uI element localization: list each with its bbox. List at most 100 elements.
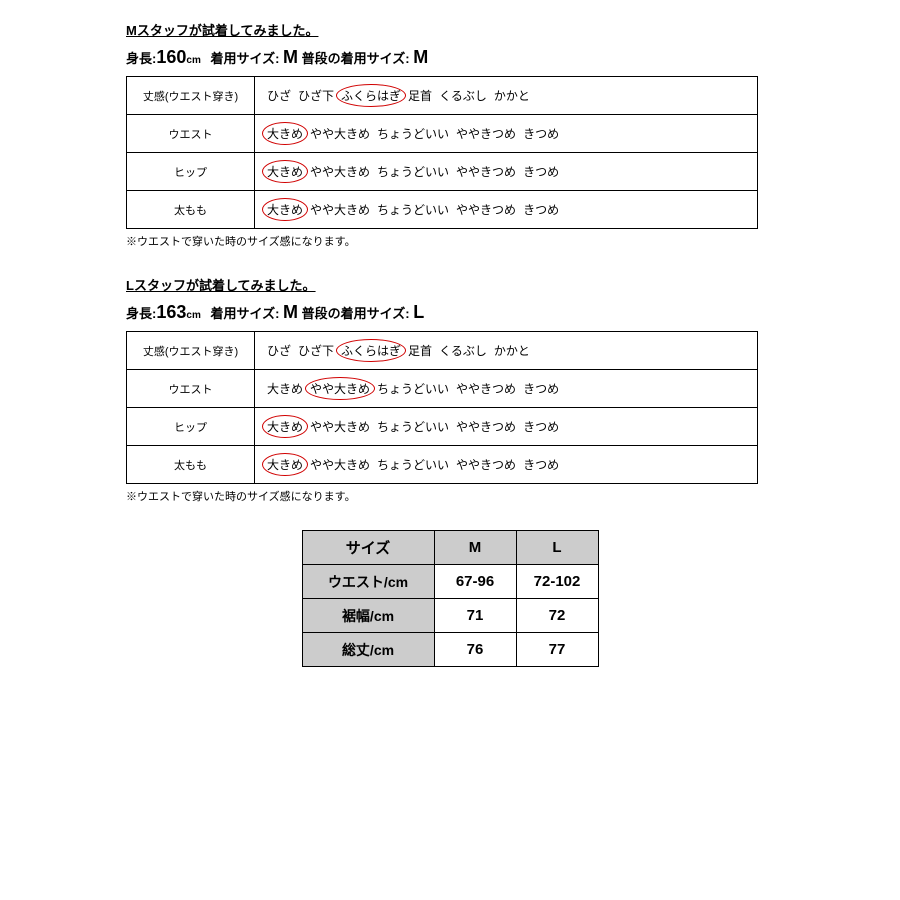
fit-option: 大きめ [267,125,303,142]
spec-line: 身長:160cm 着用サイズ: M 普段の着用サイズ: M [126,47,810,68]
size-row: ウエスト/cm67-9672-102 [302,565,598,599]
fit-option: かかと [494,87,530,104]
fit-option: 大きめ [267,456,303,473]
fit-option: やや大きめ [310,418,370,435]
size-header-cell: サイズ [302,531,434,565]
size-cell: 71 [434,599,516,633]
size-chart: サイズMLウエスト/cm67-9672-102裾幅/cm7172総丈/cm767… [302,530,599,667]
fit-option: きつめ [523,125,559,142]
worn-value: M [283,302,298,322]
size-cell: 77 [516,633,598,667]
fit-row: 丈感(ウエスト穿き)ひざひざ下ふくらはぎ足首くるぶしかかと [127,332,758,370]
height-label: 身長: [126,306,156,321]
fit-option: ちょうどいい [377,456,449,473]
fit-row: ヒップ大きめやや大きめちょうどいいややきつめきつめ [127,408,758,446]
usual-label: 普段の着用サイズ: [302,51,410,66]
fit-option: やや大きめ [310,125,370,142]
fit-option: やや大きめ [310,380,370,397]
usual-value: M [413,47,428,67]
fit-row-label: 丈感(ウエスト穿き) [127,332,255,370]
fit-option: 足首 [408,342,432,359]
fit-row-label: 太もも [127,446,255,484]
fit-option: ややきつめ [456,201,516,218]
fit-option: ひざ下 [298,342,334,359]
fit-option: ちょうどいい [377,380,449,397]
section-title: Lスタッフが試着してみました。 [126,275,810,294]
height-label: 身長: [126,51,156,66]
fit-row-options: 大きめやや大きめちょうどいいややきつめきつめ [255,446,758,484]
fit-option: きつめ [523,163,559,180]
fit-row-label: ウエスト [127,115,255,153]
fit-option: ちょうどいい [377,201,449,218]
fit-row: 太もも大きめやや大きめちょうどいいややきつめきつめ [127,446,758,484]
height-unit: cm [186,310,200,321]
fit-option: ちょうどいい [377,125,449,142]
fit-row-options: 大きめやや大きめちょうどいいややきつめきつめ [255,370,758,408]
fit-option: ひざ [267,87,291,104]
worn-label: 着用サイズ: [210,51,279,66]
size-header-cell: M [434,531,516,565]
height-value: 163 [156,302,186,322]
fit-option: ひざ下 [298,87,334,104]
size-header-cell: L [516,531,598,565]
size-row: 裾幅/cm7172 [302,599,598,633]
size-row-label: 裾幅/cm [302,599,434,633]
fit-row: ウエスト大きめやや大きめちょうどいいややきつめきつめ [127,370,758,408]
fit-row-options: 大きめやや大きめちょうどいいややきつめきつめ [255,191,758,229]
fit-row: 太もも大きめやや大きめちょうどいいややきつめきつめ [127,191,758,229]
fit-row: ウエスト大きめやや大きめちょうどいいややきつめきつめ [127,115,758,153]
fit-option: ふくらはぎ [341,87,401,104]
fit-row-label: ウエスト [127,370,255,408]
fit-option: きつめ [523,380,559,397]
usual-label: 普段の着用サイズ: [302,306,410,321]
fit-row-label: ヒップ [127,153,255,191]
fit-row-options: 大きめやや大きめちょうどいいややきつめきつめ [255,408,758,446]
fit-option: ひざ [267,342,291,359]
fit-row-label: 太もも [127,191,255,229]
fit-table: 丈感(ウエスト穿き)ひざひざ下ふくらはぎ足首くるぶしかかとウエスト大きめやや大き… [126,76,758,229]
fit-row-label: 丈感(ウエスト穿き) [127,77,255,115]
fit-option: やや大きめ [310,456,370,473]
height-value: 160 [156,47,186,67]
fit-option: きつめ [523,201,559,218]
fit-row-options: 大きめやや大きめちょうどいいややきつめきつめ [255,115,758,153]
fit-option: ややきつめ [456,125,516,142]
worn-value: M [283,47,298,67]
size-row: 総丈/cm7677 [302,633,598,667]
fit-option: ちょうどいい [377,163,449,180]
fit-option: ややきつめ [456,380,516,397]
fit-option: ちょうどいい [377,418,449,435]
size-row-label: 総丈/cm [302,633,434,667]
fit-row-options: ひざひざ下ふくらはぎ足首くるぶしかかと [255,77,758,115]
fit-option: やや大きめ [310,163,370,180]
fit-option: 大きめ [267,380,303,397]
fit-row: 丈感(ウエスト穿き)ひざひざ下ふくらはぎ足首くるぶしかかと [127,77,758,115]
fit-option: 大きめ [267,201,303,218]
footnote: ※ウエストで穿いた時のサイズ感になります。 [126,488,810,504]
fit-option: ややきつめ [456,418,516,435]
fit-row: ヒップ大きめやや大きめちょうどいいややきつめきつめ [127,153,758,191]
size-cell: 76 [434,633,516,667]
fit-option: ややきつめ [456,163,516,180]
fit-row-options: 大きめやや大きめちょうどいいややきつめきつめ [255,153,758,191]
spec-line: 身長:163cm 着用サイズ: M 普段の着用サイズ: L [126,302,810,323]
usual-value: L [413,302,424,322]
size-cell: 67-96 [434,565,516,599]
fit-row-label: ヒップ [127,408,255,446]
fit-option: やや大きめ [310,201,370,218]
size-cell: 72-102 [516,565,598,599]
fit-option: 足首 [408,87,432,104]
fit-option: くるぶし [439,342,487,359]
fit-option: 大きめ [267,163,303,180]
fit-row-options: ひざひざ下ふくらはぎ足首くるぶしかかと [255,332,758,370]
size-cell: 72 [516,599,598,633]
fit-option: くるぶし [439,87,487,104]
fit-option: 大きめ [267,418,303,435]
fit-option: かかと [494,342,530,359]
fit-option: きつめ [523,418,559,435]
fit-option: きつめ [523,456,559,473]
size-row-label: ウエスト/cm [302,565,434,599]
worn-label: 着用サイズ: [210,306,279,321]
height-unit: cm [186,55,200,66]
footnote: ※ウエストで穿いた時のサイズ感になります。 [126,233,810,249]
